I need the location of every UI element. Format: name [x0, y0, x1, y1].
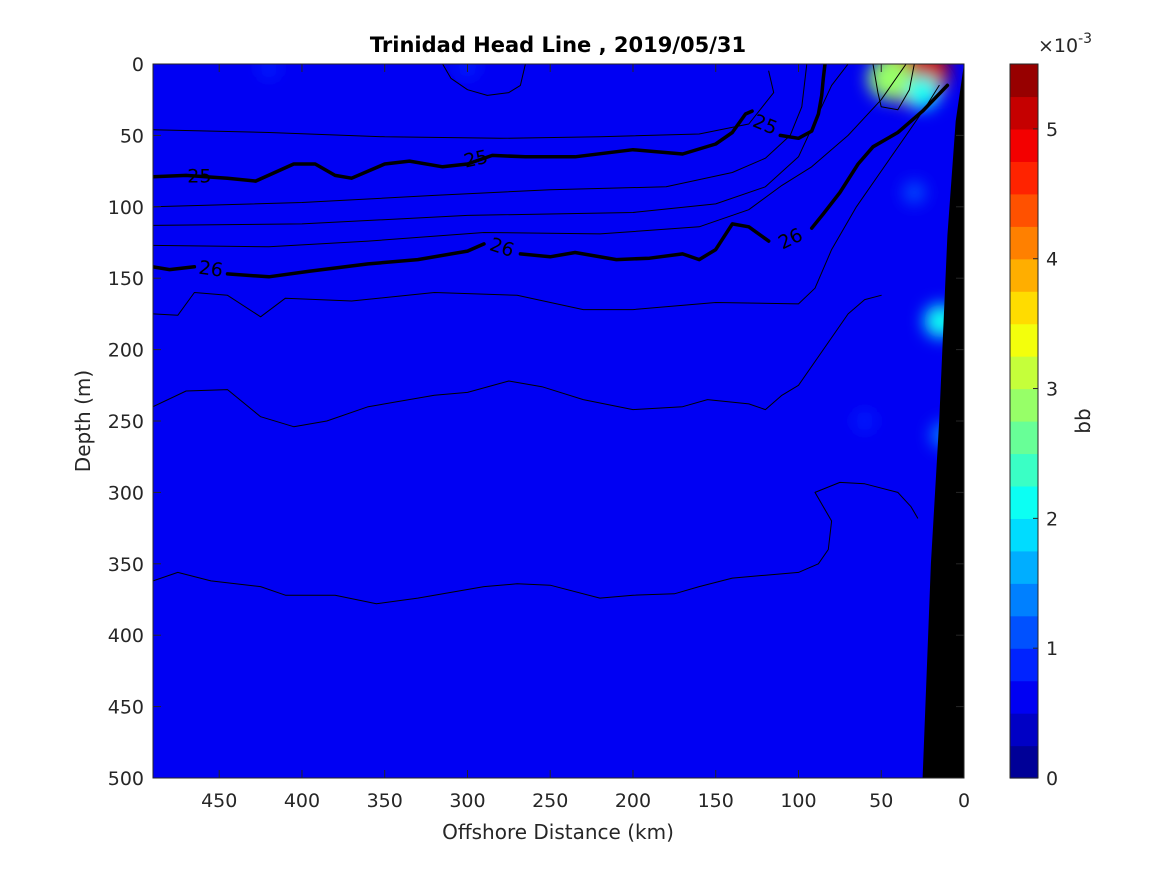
heatmap-feature-8: [903, 181, 926, 204]
contour-line-11: [153, 294, 882, 428]
bathymetry-polygon: [922, 64, 964, 778]
contour-line-3: [225, 242, 486, 279]
y-tick-label-150: 150: [108, 268, 144, 290]
colorbar-frame: [1009, 63, 1039, 779]
colorbar: 0 1 2 3 4 5 ×10-3 bb: [1009, 31, 1095, 790]
colorbar-step-12: [1010, 356, 1038, 390]
contour-line-4: [518, 222, 771, 262]
y-axis: 0 50 100 150 200 250 300 350 400 450 500: [108, 54, 964, 790]
y-tick-label-400: 400: [108, 625, 144, 647]
contour-label-0: 25: [187, 165, 211, 187]
x-tick-label-250: 250: [532, 790, 568, 812]
colorbar-tick-label-5: 5: [1046, 119, 1058, 141]
colorbar-step-9: [1010, 453, 1038, 487]
colorbar-step-15: [1010, 258, 1038, 292]
x-tick-label-200: 200: [615, 790, 651, 812]
colorbar-step-20: [1010, 96, 1038, 130]
y-tick-label-100: 100: [108, 197, 144, 219]
colorbar-step-5: [1010, 583, 1038, 617]
colorbar-step-19: [1010, 128, 1038, 162]
x-tick-label-0: 0: [958, 790, 970, 812]
contour-line-14: [872, 64, 915, 111]
heatmap-feature-7: [258, 64, 279, 79]
y-axis-label: Depth (m): [71, 370, 95, 472]
contour-line-9: [153, 64, 907, 248]
contour-label-3: 26: [197, 257, 224, 282]
colorbar-step-14: [1010, 291, 1038, 325]
colorbar-step-4: [1010, 615, 1038, 649]
colorbar-step-7: [1010, 518, 1038, 552]
colorbar-step-3: [1010, 648, 1038, 682]
colorbar-exponent-power: -3: [1078, 31, 1092, 47]
contour-line-0: [153, 109, 754, 183]
y-tick-label-500: 500: [108, 768, 144, 790]
x-tick-label-150: 150: [698, 790, 734, 812]
colorbar-step-6: [1010, 550, 1038, 584]
y-tick-label-0: 0: [132, 54, 144, 76]
colorbar-step-1: [1010, 713, 1038, 747]
y-tick-label-450: 450: [108, 697, 144, 719]
heatmap-feature-1: [868, 64, 912, 100]
y-tick-label-350: 350: [108, 554, 144, 576]
colorbar-step-11: [1010, 388, 1038, 422]
colorbar-tick-label-0: 0: [1046, 768, 1058, 790]
contour-line-5: [809, 83, 950, 230]
contour-line-10: [153, 84, 940, 318]
colorbar-steps: [1010, 64, 1038, 779]
colorbar-step-0: [1010, 745, 1038, 779]
x-tick-label-350: 350: [367, 790, 403, 812]
contour-line-8: [153, 64, 849, 226]
colorbar-step-2: [1010, 680, 1038, 714]
colorbar-step-8: [1010, 485, 1038, 519]
contour-line-7: [153, 64, 808, 208]
heatmap-feature-5: [854, 411, 875, 431]
colorbar-step-10: [1010, 421, 1038, 455]
bathymetry: [922, 64, 964, 778]
contour-line-13: [442, 64, 526, 96]
colorbar-step-13: [1010, 323, 1038, 357]
contour-label-1: 25: [462, 146, 490, 173]
colorbar-step-17: [1010, 193, 1038, 227]
x-tick-label-400: 400: [284, 790, 320, 812]
colorbar-ticks: 0 1 2 3 4 5: [1033, 119, 1058, 790]
x-axis-label: Offshore Distance (km): [442, 820, 674, 844]
colorbar-step-21: [1010, 64, 1038, 98]
heatmap-background: [153, 64, 964, 778]
colorbar-step-16: [1010, 226, 1038, 260]
colorbar-tick-label-3: 3: [1046, 379, 1058, 401]
x-tick-label-300: 300: [449, 790, 485, 812]
density-contours: [153, 64, 950, 605]
x-tick-label-450: 450: [201, 790, 237, 812]
x-tick-label-50: 50: [869, 790, 893, 812]
colorbar-tick-label-2: 2: [1046, 508, 1058, 530]
colorbar-tick-label-1: 1: [1046, 638, 1058, 660]
x-axis: 450 400 350 300 250 200 150 100 50 0: [201, 64, 970, 812]
y-tick-label-300: 300: [108, 482, 144, 504]
colorbar-label: bb: [1071, 408, 1095, 433]
y-tick-label-250: 250: [108, 411, 144, 433]
chart-title: Trinidad Head Line , 2019/05/31: [370, 33, 746, 57]
contour-line-2: [153, 265, 197, 272]
colorbar-exponent-base: ×10: [1038, 35, 1078, 57]
contour-line-6: [153, 70, 775, 139]
colorbar-tick-label-4: 4: [1046, 249, 1058, 271]
y-tick-label-50: 50: [120, 125, 144, 147]
x-tick-label-100: 100: [780, 790, 816, 812]
colorbar-step-18: [1010, 161, 1038, 195]
contour-line-12: [153, 481, 919, 605]
y-tick-label-200: 200: [108, 340, 144, 362]
colorbar-exponent: ×10-3: [1038, 31, 1092, 57]
